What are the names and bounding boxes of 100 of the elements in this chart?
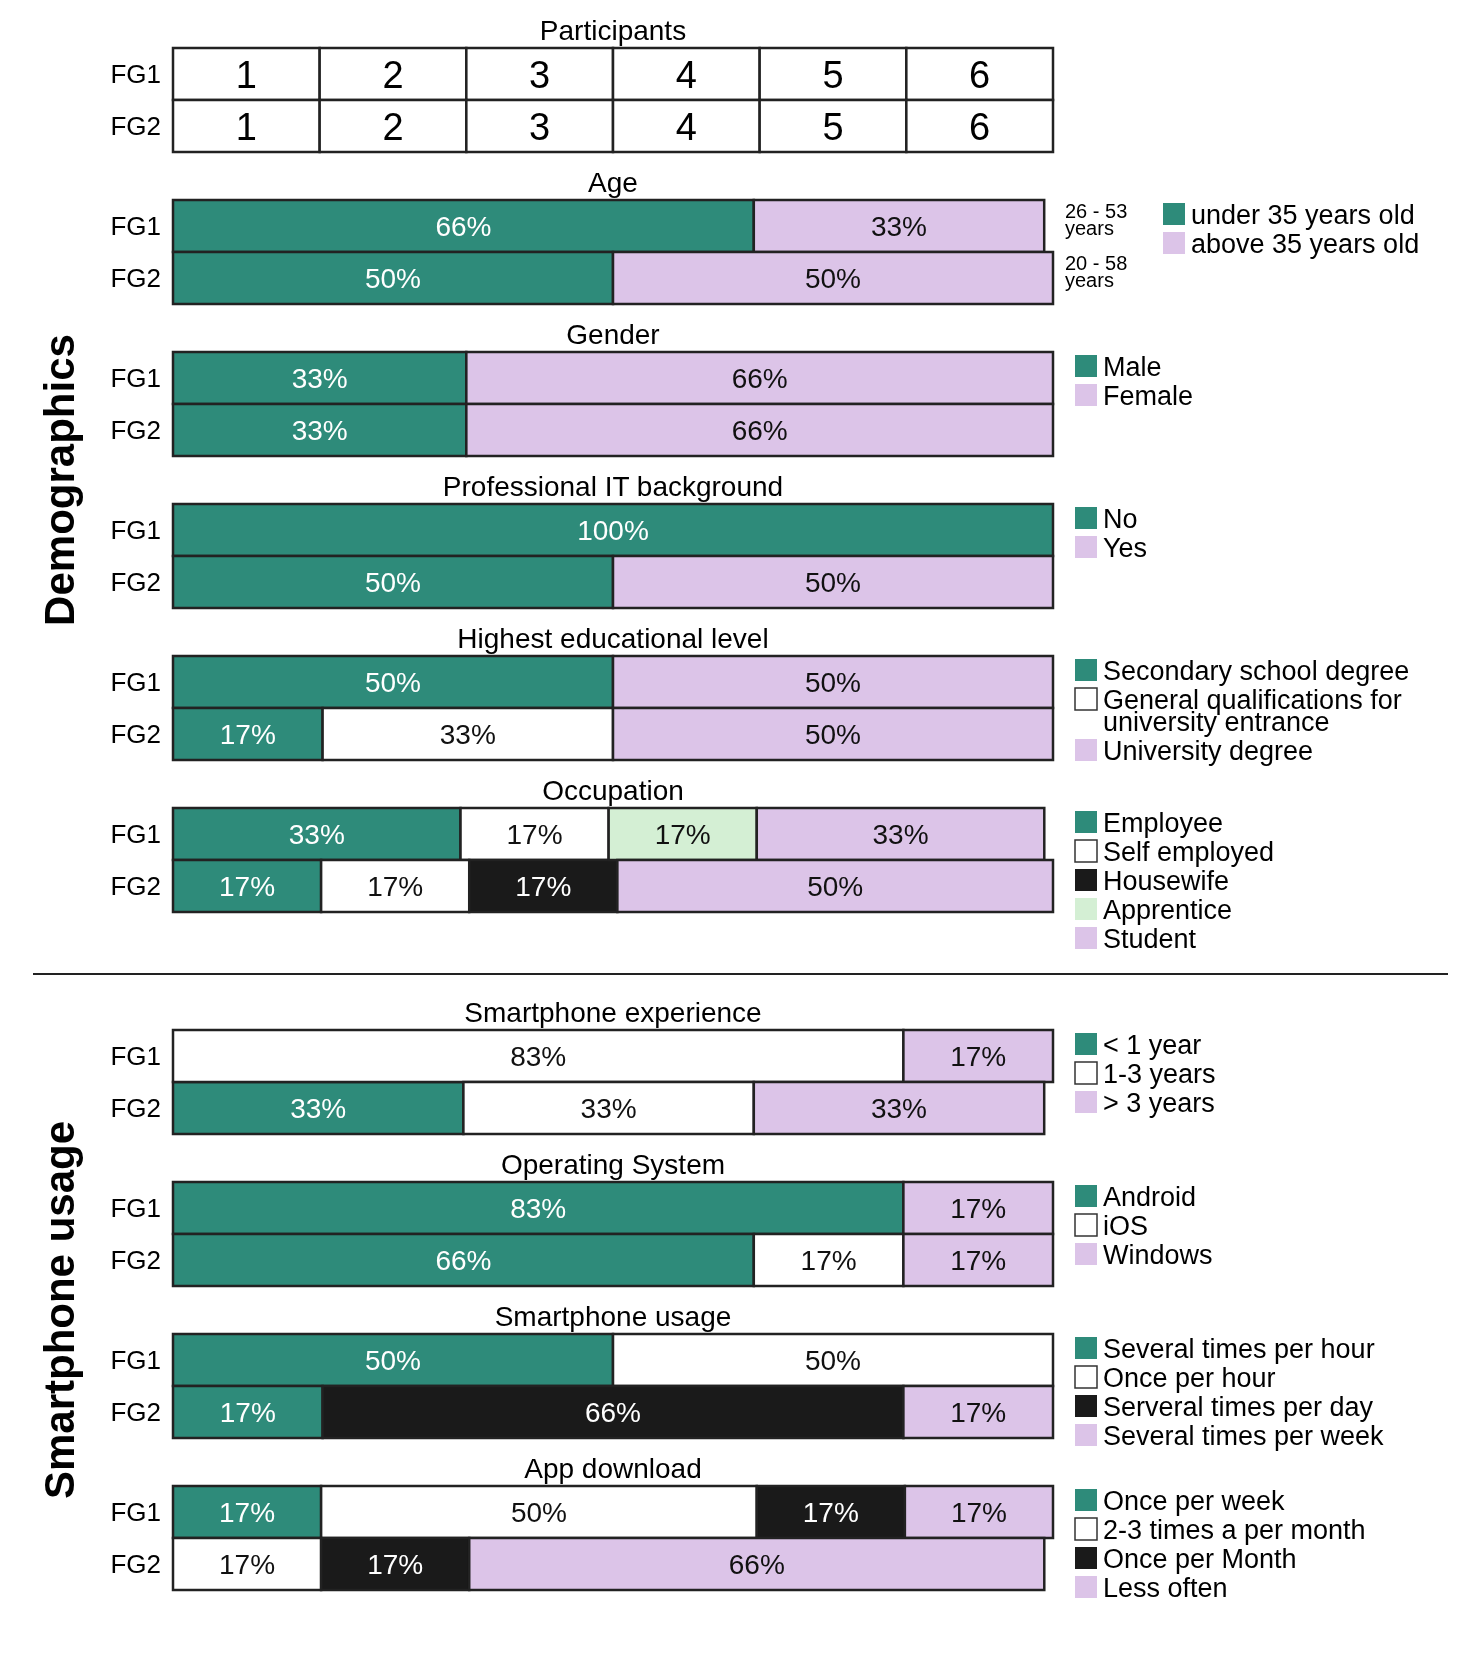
data-label: 17% bbox=[800, 1245, 857, 1277]
y-tick-label: FG1 bbox=[110, 59, 161, 90]
data-label: 17% bbox=[219, 1549, 276, 1581]
chart-title: Smartphone usage bbox=[494, 1301, 732, 1332]
legend-label: Male bbox=[1103, 351, 1162, 382]
data-label: 33% bbox=[288, 819, 345, 851]
data-label: 50% bbox=[807, 871, 864, 903]
chart-title: Gender bbox=[566, 319, 660, 350]
data-label: 33% bbox=[439, 719, 496, 751]
data-label: 17% bbox=[950, 1193, 1007, 1225]
chart-title: Highest educational level bbox=[457, 623, 769, 654]
data-label: 2 bbox=[382, 105, 404, 148]
data-label: 66% bbox=[731, 363, 788, 395]
data-label: 83% bbox=[510, 1041, 567, 1073]
data-label: 17% bbox=[219, 1497, 276, 1529]
text: 26 - 53 years bbox=[1065, 200, 1128, 239]
data-label: 4 bbox=[675, 105, 697, 148]
legend-label: Windows bbox=[1103, 1239, 1213, 1270]
data-label: 5 bbox=[822, 53, 844, 96]
data-label: 17% bbox=[950, 1397, 1007, 1429]
data-label: 33% bbox=[870, 211, 928, 243]
data-label: 17% bbox=[506, 819, 563, 851]
legend-label: < 1 year bbox=[1103, 1029, 1202, 1060]
data-label: 66% bbox=[584, 1397, 642, 1429]
data-label: 17% bbox=[219, 1397, 276, 1429]
y-tick-label: FG1 bbox=[110, 819, 161, 850]
data-label: 50% bbox=[804, 567, 862, 599]
y-tick-label: FG2 bbox=[110, 719, 161, 750]
y-tick-label: FG2 bbox=[110, 111, 161, 142]
data-label: 17% bbox=[950, 1245, 1007, 1277]
legend-label: Yes bbox=[1103, 532, 1148, 563]
data-label: 100% bbox=[577, 515, 649, 547]
data-label: 33% bbox=[290, 1093, 347, 1125]
chart-title: Professional IT background bbox=[442, 471, 784, 502]
data-label: 17% bbox=[219, 871, 276, 903]
data-label: 17% bbox=[219, 719, 276, 751]
data-label: 50% bbox=[510, 1497, 567, 1529]
data-label: 33% bbox=[580, 1093, 637, 1125]
data-label: 4 bbox=[675, 53, 697, 96]
data-label: 50% bbox=[364, 667, 422, 699]
data-label: 66% bbox=[435, 1245, 492, 1277]
data-label: 33% bbox=[870, 1093, 928, 1125]
data-label: 1 bbox=[235, 53, 257, 96]
y-tick-label: FG1 bbox=[110, 1497, 161, 1528]
data-label: 17% bbox=[367, 871, 424, 903]
data-label: 66% bbox=[731, 415, 788, 447]
chart-title: Participants bbox=[539, 15, 687, 46]
legend-label: Secondary school degree bbox=[1103, 655, 1410, 686]
data-label: 50% bbox=[804, 667, 862, 699]
data-label: 50% bbox=[804, 263, 862, 295]
data-label: 17% bbox=[515, 871, 572, 903]
y-tick-label: FG1 bbox=[110, 1345, 161, 1376]
y-tick-label: FG2 bbox=[110, 1549, 161, 1580]
data-label: 3 bbox=[529, 53, 551, 96]
y-tick-label: FG2 bbox=[110, 567, 161, 598]
y-axis-title: Smartphone usage bbox=[36, 1120, 83, 1500]
legend-label: Employee bbox=[1103, 807, 1224, 838]
data-label: 50% bbox=[804, 1345, 862, 1377]
y-tick-label: FG2 bbox=[110, 415, 161, 446]
y-tick-label: FG1 bbox=[110, 1041, 161, 1072]
chart-title: Smartphone experience bbox=[464, 997, 762, 1028]
data-label: 33% bbox=[291, 415, 348, 447]
y-tick-label: FG2 bbox=[110, 1093, 161, 1124]
data-label: 17% bbox=[654, 819, 711, 851]
data-label: 50% bbox=[804, 719, 862, 751]
data-label: 50% bbox=[364, 263, 422, 295]
data-label: 83% bbox=[510, 1193, 567, 1225]
text: Android bbox=[1103, 1181, 1197, 1212]
data-label: 17% bbox=[950, 1041, 1007, 1073]
data-label: 17% bbox=[802, 1497, 859, 1529]
chart-title: Age bbox=[588, 167, 638, 198]
series-label: No bbox=[1103, 503, 1138, 534]
data-label: 50% bbox=[364, 567, 422, 599]
legend-label: iOS bbox=[1103, 1210, 1149, 1241]
data-label: 33% bbox=[291, 363, 348, 395]
data-label: 66% bbox=[728, 1549, 785, 1581]
y-tick-label: FG2 bbox=[110, 871, 161, 902]
y-tick-label: FG1 bbox=[110, 667, 161, 698]
legend-label: Once per hour bbox=[1103, 1362, 1276, 1393]
data-label: 17% bbox=[950, 1497, 1007, 1529]
chart-title: Occupation bbox=[542, 775, 684, 806]
y-tick-label: FG1 bbox=[110, 515, 161, 546]
y-axis-title: Demographics bbox=[36, 334, 83, 626]
data-label: 50% bbox=[364, 1345, 422, 1377]
y-tick-label: FG1 bbox=[110, 1193, 161, 1224]
y-tick-label: FG2 bbox=[110, 1397, 161, 1428]
chart-title: App download bbox=[524, 1453, 702, 1484]
data-label: 66% bbox=[435, 211, 492, 243]
y-tick-label: FG2 bbox=[110, 1245, 161, 1276]
data-label: 1 bbox=[235, 105, 257, 148]
data-label: 5 bbox=[822, 105, 844, 148]
data-label: 3 bbox=[529, 105, 551, 148]
text: 20 - 58 years bbox=[1065, 252, 1128, 291]
data-label: 17% bbox=[367, 1549, 424, 1581]
chart-title: Operating System bbox=[500, 1149, 726, 1180]
data-label: 6 bbox=[969, 105, 991, 148]
legend-label: Several times per hour bbox=[1103, 1333, 1375, 1364]
text: under 35 years old bbox=[1191, 199, 1415, 230]
y-tick-label: FG1 bbox=[110, 211, 161, 242]
data-label: 2 bbox=[382, 53, 404, 96]
